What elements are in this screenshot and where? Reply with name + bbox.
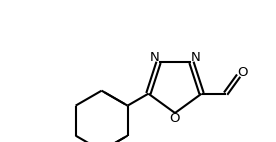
- Text: N: N: [191, 51, 200, 64]
- Text: O: O: [170, 112, 180, 126]
- Text: O: O: [237, 66, 248, 79]
- Text: N: N: [150, 51, 160, 64]
